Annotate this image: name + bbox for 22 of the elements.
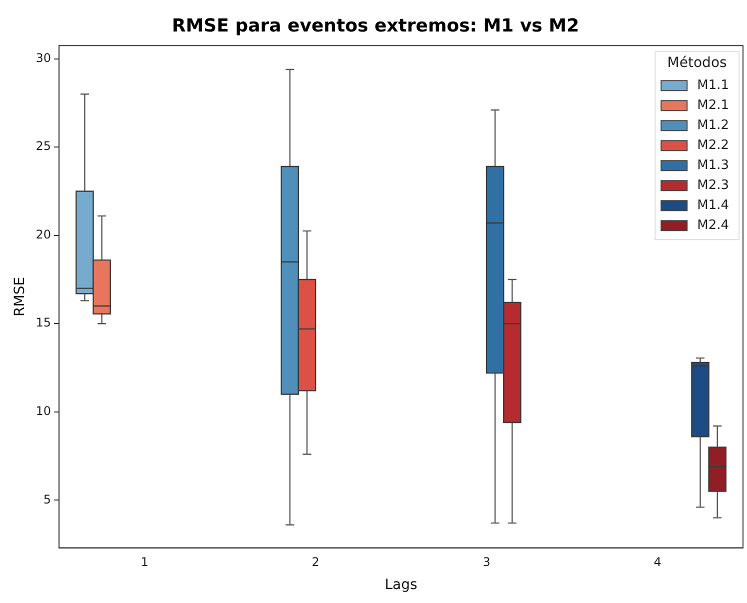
x-tick-label: 3 bbox=[482, 555, 490, 570]
y-tick-label: 15 bbox=[36, 316, 52, 330]
x-tick-label: 2 bbox=[312, 555, 320, 570]
legend-label: M1.4 bbox=[697, 198, 729, 213]
y-tick-label: 10 bbox=[36, 404, 52, 418]
y-axis-title: RMSE bbox=[12, 276, 28, 316]
y-tick-label: 25 bbox=[36, 139, 52, 154]
legend-label: M2.1 bbox=[697, 98, 729, 113]
y-tick-label: 5 bbox=[43, 492, 52, 506]
x-axis-title: Lags bbox=[384, 577, 418, 594]
legend-label: M2.3 bbox=[697, 178, 729, 193]
x-tick-label: 1 bbox=[140, 555, 148, 570]
y-tick-label: 20 bbox=[36, 227, 52, 242]
legend-label: M2.2 bbox=[697, 138, 729, 153]
y-tick-label: 30 bbox=[36, 50, 52, 65]
chart-title: RMSE para eventos extremos: M1 vs M2 bbox=[172, 15, 580, 36]
legend-title: Métodos bbox=[667, 55, 727, 72]
legend-label: M1.2 bbox=[697, 118, 729, 133]
legend-label: M2.4 bbox=[697, 218, 729, 233]
legend-label: M1.1 bbox=[697, 78, 729, 93]
legend-label: M1.3 bbox=[697, 158, 729, 173]
x-tick-label: 4 bbox=[654, 555, 662, 570]
